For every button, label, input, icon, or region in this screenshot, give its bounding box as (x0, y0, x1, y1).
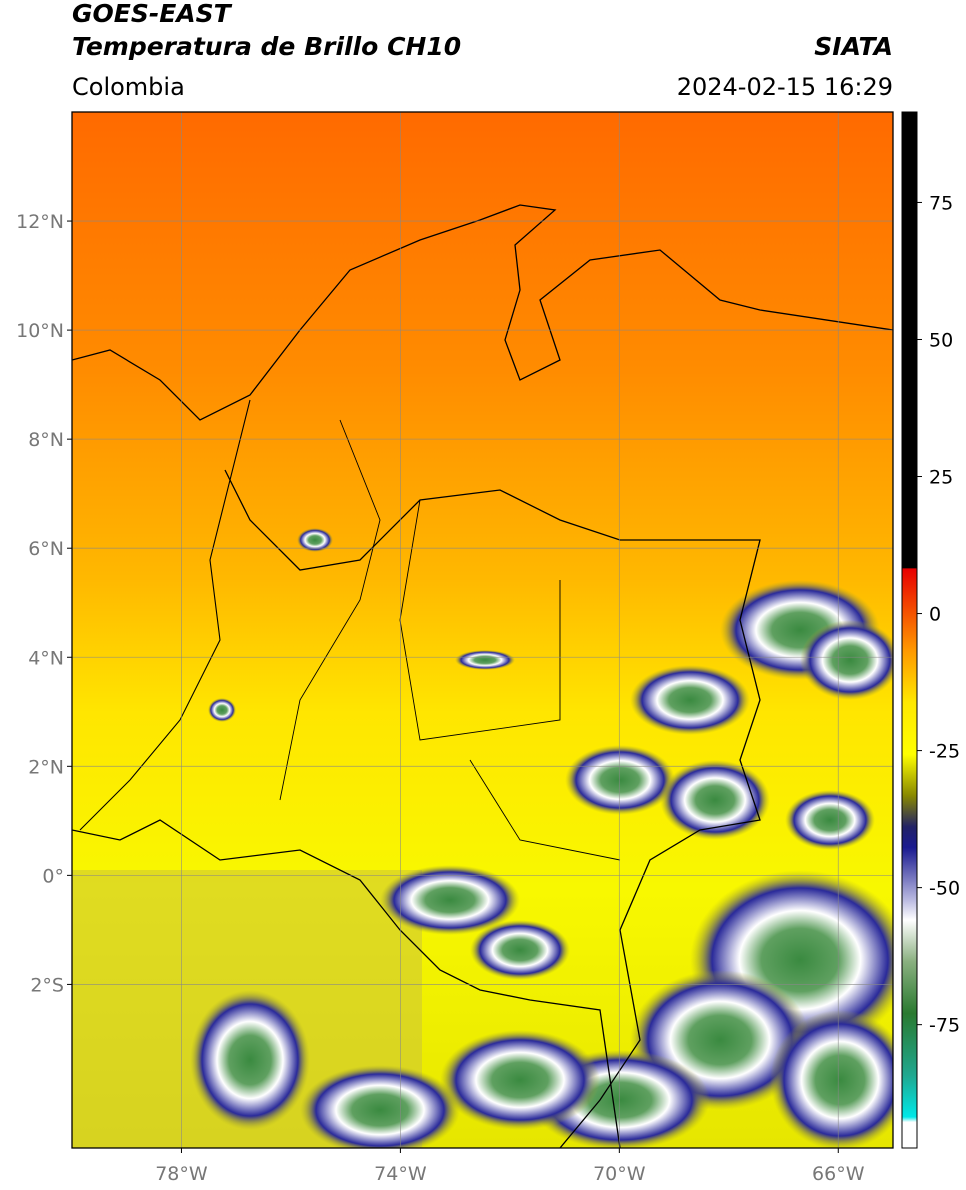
lat-tick-label: 4°N (28, 647, 64, 669)
lat-tick-label: 0° (42, 865, 64, 887)
datetime: 2024-02-15 16:29 (677, 73, 893, 101)
graticule: 12°N 10°N 8°N 6°N 4°N 2°N 0° 2°S 78°W 74°W 70°W 66°… (16, 112, 893, 1185)
region: Colombia (72, 73, 185, 101)
colorbar (901, 111, 918, 1149)
colorbar-tick-label: 0 (929, 604, 941, 626)
source: SIATA (814, 32, 893, 61)
colorbar-ticks: 75 50 25 0 -25 -50 -75 (917, 192, 960, 1037)
lon-tick-label: 66°W (812, 1163, 865, 1185)
lat-tick-label: 2°N (28, 756, 64, 778)
map-frame (71, 111, 894, 1149)
title: GOES-EAST (72, 0, 233, 28)
lat-tick-label: 10°N (16, 320, 64, 342)
lat-tick-label: 12°N (16, 211, 64, 233)
colorbar-tick-label: -75 (929, 1015, 960, 1037)
lat-tick-label: 2°S (30, 974, 64, 996)
lon-tick-label: 70°W (593, 1163, 646, 1185)
satellite-image (72, 112, 893, 1148)
lat-tick-label: 6°N (28, 538, 64, 560)
lat-tick-label: 8°N (28, 429, 64, 451)
colorbar-tick-label: -50 (929, 878, 960, 900)
colorbar-tick-label: 75 (929, 192, 953, 214)
colorbar-tick-label: 50 (929, 329, 953, 351)
colorbar-tick-label: -25 (929, 741, 960, 763)
colorbar-tick-label: 25 (929, 467, 953, 489)
subtitle: Temperatura de Brillo CH10 (72, 32, 461, 61)
lon-tick-label: 74°W (374, 1163, 427, 1185)
lon-tick-label: 78°W (155, 1163, 208, 1185)
